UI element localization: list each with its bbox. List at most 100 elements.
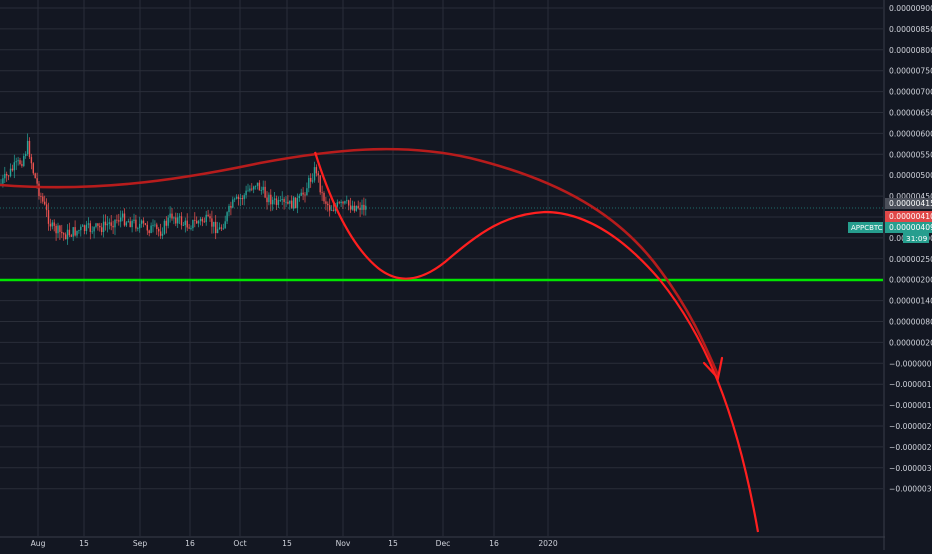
price-tick-label: −0.00000346: [889, 485, 932, 494]
candle-body: [182, 225, 185, 226]
candle-body: [330, 209, 333, 211]
candle-body: [7, 175, 10, 177]
candle-body: [159, 231, 162, 236]
arrow-head: [702, 356, 724, 381]
candle-body: [144, 223, 147, 225]
price-tick-label: 0.00000800: [889, 46, 932, 55]
candle-body: [235, 196, 238, 199]
candle-body: [163, 220, 166, 234]
candle-body: [30, 157, 33, 164]
candle-body: [49, 223, 52, 227]
time-tick-label: Nov: [336, 539, 351, 548]
candle-body: [319, 175, 321, 193]
time-tick-label: 2020: [538, 539, 557, 548]
price-tick-label: 0.00000250: [889, 255, 932, 264]
candle-body: [277, 200, 280, 205]
candle-body: [64, 234, 67, 240]
candle-body: [218, 227, 221, 230]
candle-body: [42, 196, 44, 202]
price-tag-bg: [885, 211, 932, 222]
time-tick-label: Dec: [436, 539, 451, 548]
candle-body: [165, 220, 167, 226]
candle-body: [268, 194, 270, 203]
candle-body: [91, 231, 93, 233]
candle-body: [63, 233, 65, 235]
rounded-top-arc: [0, 147, 720, 376]
time-tick-label: 16: [185, 539, 195, 548]
price-tick-label: 0.00000650: [889, 109, 932, 118]
candle-body: [243, 195, 245, 200]
candle-body: [72, 227, 74, 237]
price-tags: 0.00000415 0.00000410 0.00000409 APPCBTC 31:…: [848, 198, 932, 243]
candle-body: [256, 182, 259, 186]
candle-body: [74, 227, 76, 236]
candle-body: [87, 223, 90, 225]
candle-body: [36, 178, 38, 184]
price-tick-label: 0.00000020: [889, 338, 932, 347]
candle-body: [306, 188, 308, 196]
countdown-tag-label: 31:09: [906, 234, 928, 243]
candle-body: [139, 223, 141, 229]
price-tag-value: 0.00000409: [889, 223, 932, 232]
candle-body: [251, 188, 253, 190]
candle-body: [310, 177, 312, 182]
candle-body: [245, 190, 247, 196]
candle-body: [349, 205, 352, 210]
symbol-tag-label: APPCBTC: [851, 224, 883, 232]
candle-body: [285, 201, 287, 203]
candle-body: [127, 221, 129, 223]
candle-body: [253, 186, 255, 190]
candle-body: [4, 173, 6, 179]
candle-body: [283, 199, 285, 202]
candle-body: [44, 201, 46, 205]
candle-body: [106, 223, 109, 226]
candle-body: [296, 198, 299, 209]
candle-body: [281, 199, 283, 201]
candle-body: [23, 156, 25, 166]
time-axis[interactable]: Aug 15 Sep 16 Oct 15 Nov 15 Dec 16 2020: [31, 539, 558, 548]
candle-body: [203, 221, 205, 223]
price-tag-value: 0.00000415: [889, 199, 932, 208]
candle-body: [38, 183, 40, 197]
grid: [0, 0, 885, 550]
price-tick-label: −0.00000200: [889, 422, 932, 431]
candle-body: [329, 205, 331, 211]
candle-body: [279, 200, 281, 201]
candle-body: [317, 173, 319, 176]
candle-body: [6, 173, 8, 176]
candle-body: [118, 220, 120, 222]
price-tick-label: 0.00000450: [889, 192, 932, 201]
candle-body: [216, 229, 219, 234]
candle-body: [213, 221, 215, 227]
candle-body: [51, 222, 53, 227]
candle-body: [167, 217, 169, 226]
candle-body: [196, 220, 198, 224]
candle-body: [76, 230, 78, 236]
price-tick-label: 0.00000750: [889, 67, 932, 76]
candle-body: [291, 200, 293, 209]
candle-body: [292, 197, 295, 209]
price-tag-value: 0.00000410: [889, 212, 932, 221]
candle-body: [359, 207, 361, 210]
candle-body: [323, 192, 325, 202]
candle-body: [226, 212, 228, 222]
price-tick-label: 0.00000550: [889, 150, 932, 159]
price-tag-bg: [885, 222, 932, 233]
candle-body: [234, 198, 236, 200]
candle-body: [123, 213, 126, 226]
candle-body: [294, 197, 297, 209]
candle-body: [346, 200, 348, 202]
time-tick-label: Sep: [133, 539, 147, 548]
candle-body: [120, 217, 122, 222]
candle-body: [302, 192, 304, 195]
candle-body: [207, 214, 209, 217]
candle-body: [222, 228, 224, 230]
price-axis[interactable]: 0.00000900 0.00000850 0.00000800 0.00000750…: [889, 4, 932, 494]
candle-body: [152, 225, 154, 226]
candle-body: [26, 140, 29, 155]
candle-body: [325, 201, 327, 204]
candle-body: [361, 204, 363, 210]
candle-body: [220, 227, 223, 229]
candle-body: [247, 190, 249, 192]
